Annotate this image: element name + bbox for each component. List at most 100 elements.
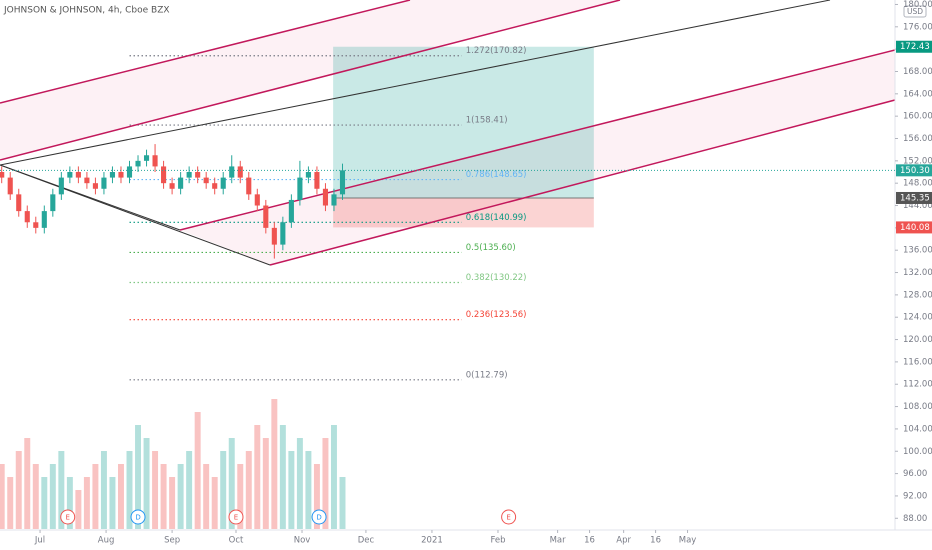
candle-body	[58, 177, 64, 195]
fib-label: 0.382(130.22)	[466, 273, 527, 283]
x-tick-label: 16	[584, 536, 595, 546]
candle-body	[152, 155, 158, 167]
pitchfork-handle	[0, 164, 181, 231]
volume-bar	[24, 438, 31, 529]
volume-bar	[339, 477, 346, 529]
pitchfork-line	[269, 99, 896, 266]
volume-bar	[160, 464, 167, 529]
x-tick-label: Aug	[98, 536, 115, 546]
price-tag-label: 150.30	[900, 166, 930, 176]
candle-body	[0, 172, 5, 178]
volume-bar	[245, 451, 252, 529]
pitchfork-line	[0, 0, 411, 104]
candle-body	[195, 172, 201, 178]
volume-bar	[305, 451, 312, 529]
volume-bar	[322, 438, 329, 529]
candle-body	[161, 166, 167, 184]
x-tick-label: Jul	[34, 536, 45, 546]
event-label: E	[506, 514, 510, 522]
volume-bar	[186, 451, 193, 529]
x-tick-label: Dec	[358, 536, 375, 546]
pitchfork-line	[179, 49, 896, 231]
candle-body	[229, 166, 235, 178]
y-tick-label: 112.00	[903, 380, 932, 390]
volume-bar	[194, 412, 201, 529]
volume-bar	[279, 425, 286, 529]
candle-body	[246, 177, 252, 195]
volume-bar	[330, 425, 337, 529]
x-tick-label: 2021	[421, 536, 443, 546]
volume-bar	[83, 477, 90, 529]
volume-bar	[15, 451, 22, 529]
y-tick-label: 164.00	[903, 89, 932, 99]
volume-bar	[58, 451, 65, 529]
volume-bar	[109, 477, 116, 529]
volume-bar	[288, 451, 295, 529]
volume-bar	[169, 477, 176, 529]
candle-body	[271, 227, 277, 245]
event-label: E	[66, 514, 70, 522]
y-tick-label: 152.00	[903, 156, 932, 166]
y-tick-label: 128.00	[903, 290, 932, 300]
volume-bar	[32, 464, 39, 529]
x-tick-label: May	[679, 536, 697, 546]
price-tag-label: 172.43	[900, 42, 930, 52]
candle-body	[220, 177, 226, 189]
x-tick-label: 16	[650, 536, 661, 546]
volume-bar	[75, 490, 82, 529]
candle-body	[203, 177, 209, 184]
fib-label: 0.236(123.56)	[466, 310, 527, 320]
y-tick-label: 116.00	[903, 357, 932, 367]
event-label: E	[234, 514, 238, 522]
y-tick-label: 132.00	[903, 268, 932, 278]
volume-bar	[177, 464, 184, 529]
candle-body	[263, 205, 269, 228]
symbol-title: JOHNSON & JOHNSON, 4h, Cboe BZX	[3, 6, 170, 16]
x-tick-label: Sep	[164, 536, 180, 546]
volume-bar	[313, 464, 320, 529]
price-tag	[896, 191, 932, 204]
volume-bar	[66, 477, 73, 529]
x-tick-label: Mar	[550, 536, 567, 546]
candle-body	[126, 166, 133, 178]
candle-body	[297, 177, 303, 200]
event-label: D	[316, 514, 321, 522]
y-tick-label: 144.00	[903, 201, 932, 211]
event-marker	[60, 509, 76, 525]
event-marker	[130, 509, 146, 525]
pitchfork-fill	[180, 50, 895, 265]
volume-bar	[7, 477, 14, 529]
volume-bar	[296, 438, 303, 529]
volume-bar	[0, 464, 5, 529]
event-marker	[311, 509, 327, 525]
candle-body	[50, 194, 56, 212]
candle-body	[314, 172, 320, 189]
price-tag	[896, 40, 932, 53]
y-tick-label: 100.00	[903, 447, 932, 457]
volume-bar	[237, 464, 244, 529]
candle-body	[186, 172, 192, 178]
volume-bar	[41, 477, 48, 529]
y-tick-label: 160.00	[903, 112, 932, 122]
volume-bar	[92, 464, 99, 529]
candle-body	[178, 177, 184, 189]
loss-zone	[333, 197, 594, 228]
volume-bar	[49, 464, 56, 529]
candle-body	[339, 170, 346, 195]
currency: USD	[907, 7, 923, 16]
y-tick-label: 136.00	[903, 246, 932, 256]
fib-label: 1.272(170.82)	[466, 46, 527, 56]
fib-label: 0.5(135.60)	[466, 243, 516, 253]
candle-body	[16, 194, 22, 212]
fib-label: 0.618(140.99)	[466, 213, 527, 223]
x-tick-label: Feb	[490, 536, 505, 546]
pitchfork-line	[0, 0, 621, 161]
volume-bar	[117, 464, 124, 529]
y-tick-label: 176.00	[903, 22, 932, 32]
price-tag	[896, 164, 932, 177]
candle-body	[84, 177, 90, 184]
y-tick-label: 92.00	[903, 491, 927, 501]
y-tick-label: 88.00	[903, 514, 927, 524]
candle-body	[237, 166, 243, 178]
